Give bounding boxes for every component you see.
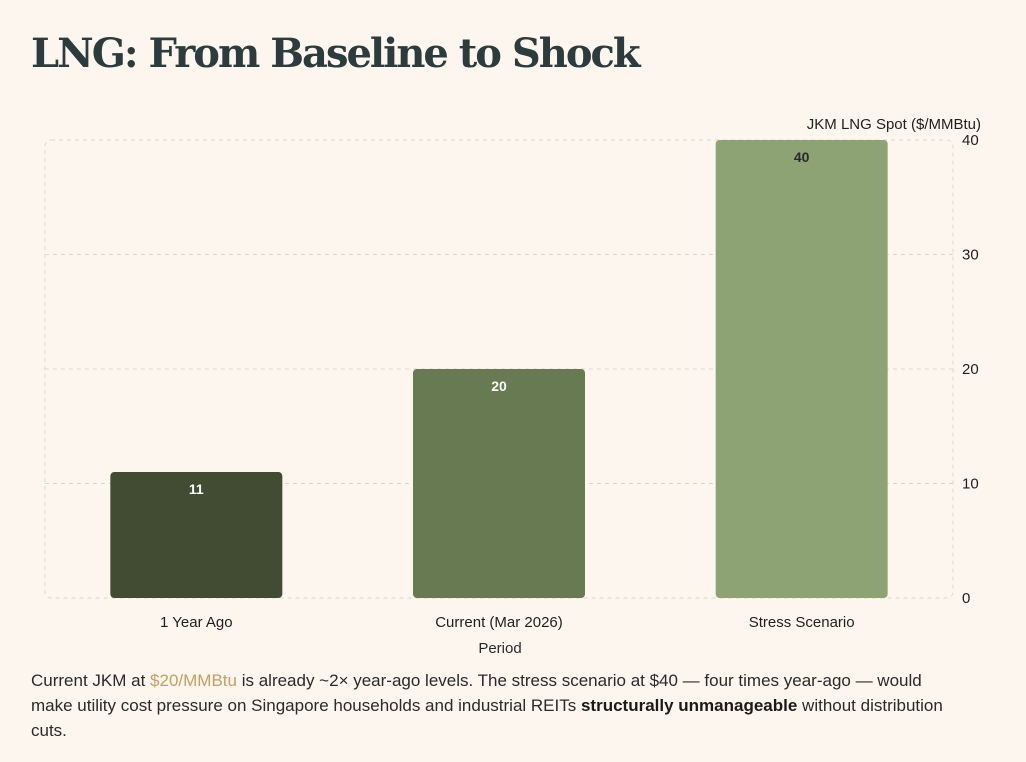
y-tick-label: 40 [962, 132, 979, 149]
bars-layer [110, 140, 888, 598]
chart-title: LNG: From Baseline to Shock [31, 30, 641, 77]
y-tick-label: 0 [962, 590, 970, 607]
x-tick-label: Stress Scenario [749, 614, 855, 631]
y-axis-label: JKM LNG Spot ($/MMBtu) [807, 116, 981, 133]
y-tick-label: 10 [962, 476, 979, 493]
bar [110, 472, 283, 598]
caption-bold: structurally unmanageable [580, 696, 798, 715]
caption-text-2: is already ~2× year-ago levels. The stre… [31, 671, 922, 715]
x-tick-label: Current (Mar 2026) [435, 614, 563, 631]
x-ticks-layer: 1 Year Ago Current (Mar 2026) Stress Scena… [160, 614, 855, 631]
bar-labels-layer: 11 20 40 [189, 149, 810, 497]
caption-highlight: $20/MMBtu [150, 671, 237, 690]
bar-value-label: 11 [189, 481, 204, 497]
bar [413, 369, 585, 598]
y-tick-label: 30 [962, 247, 979, 264]
y-tick-label: 20 [962, 361, 979, 378]
bar-value-label: 20 [491, 378, 507, 394]
y-ticks-layer: 0 10 20 30 40 [962, 132, 979, 607]
bar [715, 140, 888, 598]
bar-value-label: 40 [794, 149, 810, 165]
x-axis-label: Period [478, 640, 521, 657]
bar-chart: 11 20 40 0 10 20 30 40 1 Year Ago Current (Mar … [44, 116, 981, 657]
caption-text-3: without distribution cuts. [31, 696, 943, 740]
x-tick-label: 1 Year Ago [160, 614, 233, 631]
caption-text-1: Current JKM at [31, 671, 151, 690]
caption: Current JKM at $20/MMBtu is already ~2× … [31, 668, 961, 743]
